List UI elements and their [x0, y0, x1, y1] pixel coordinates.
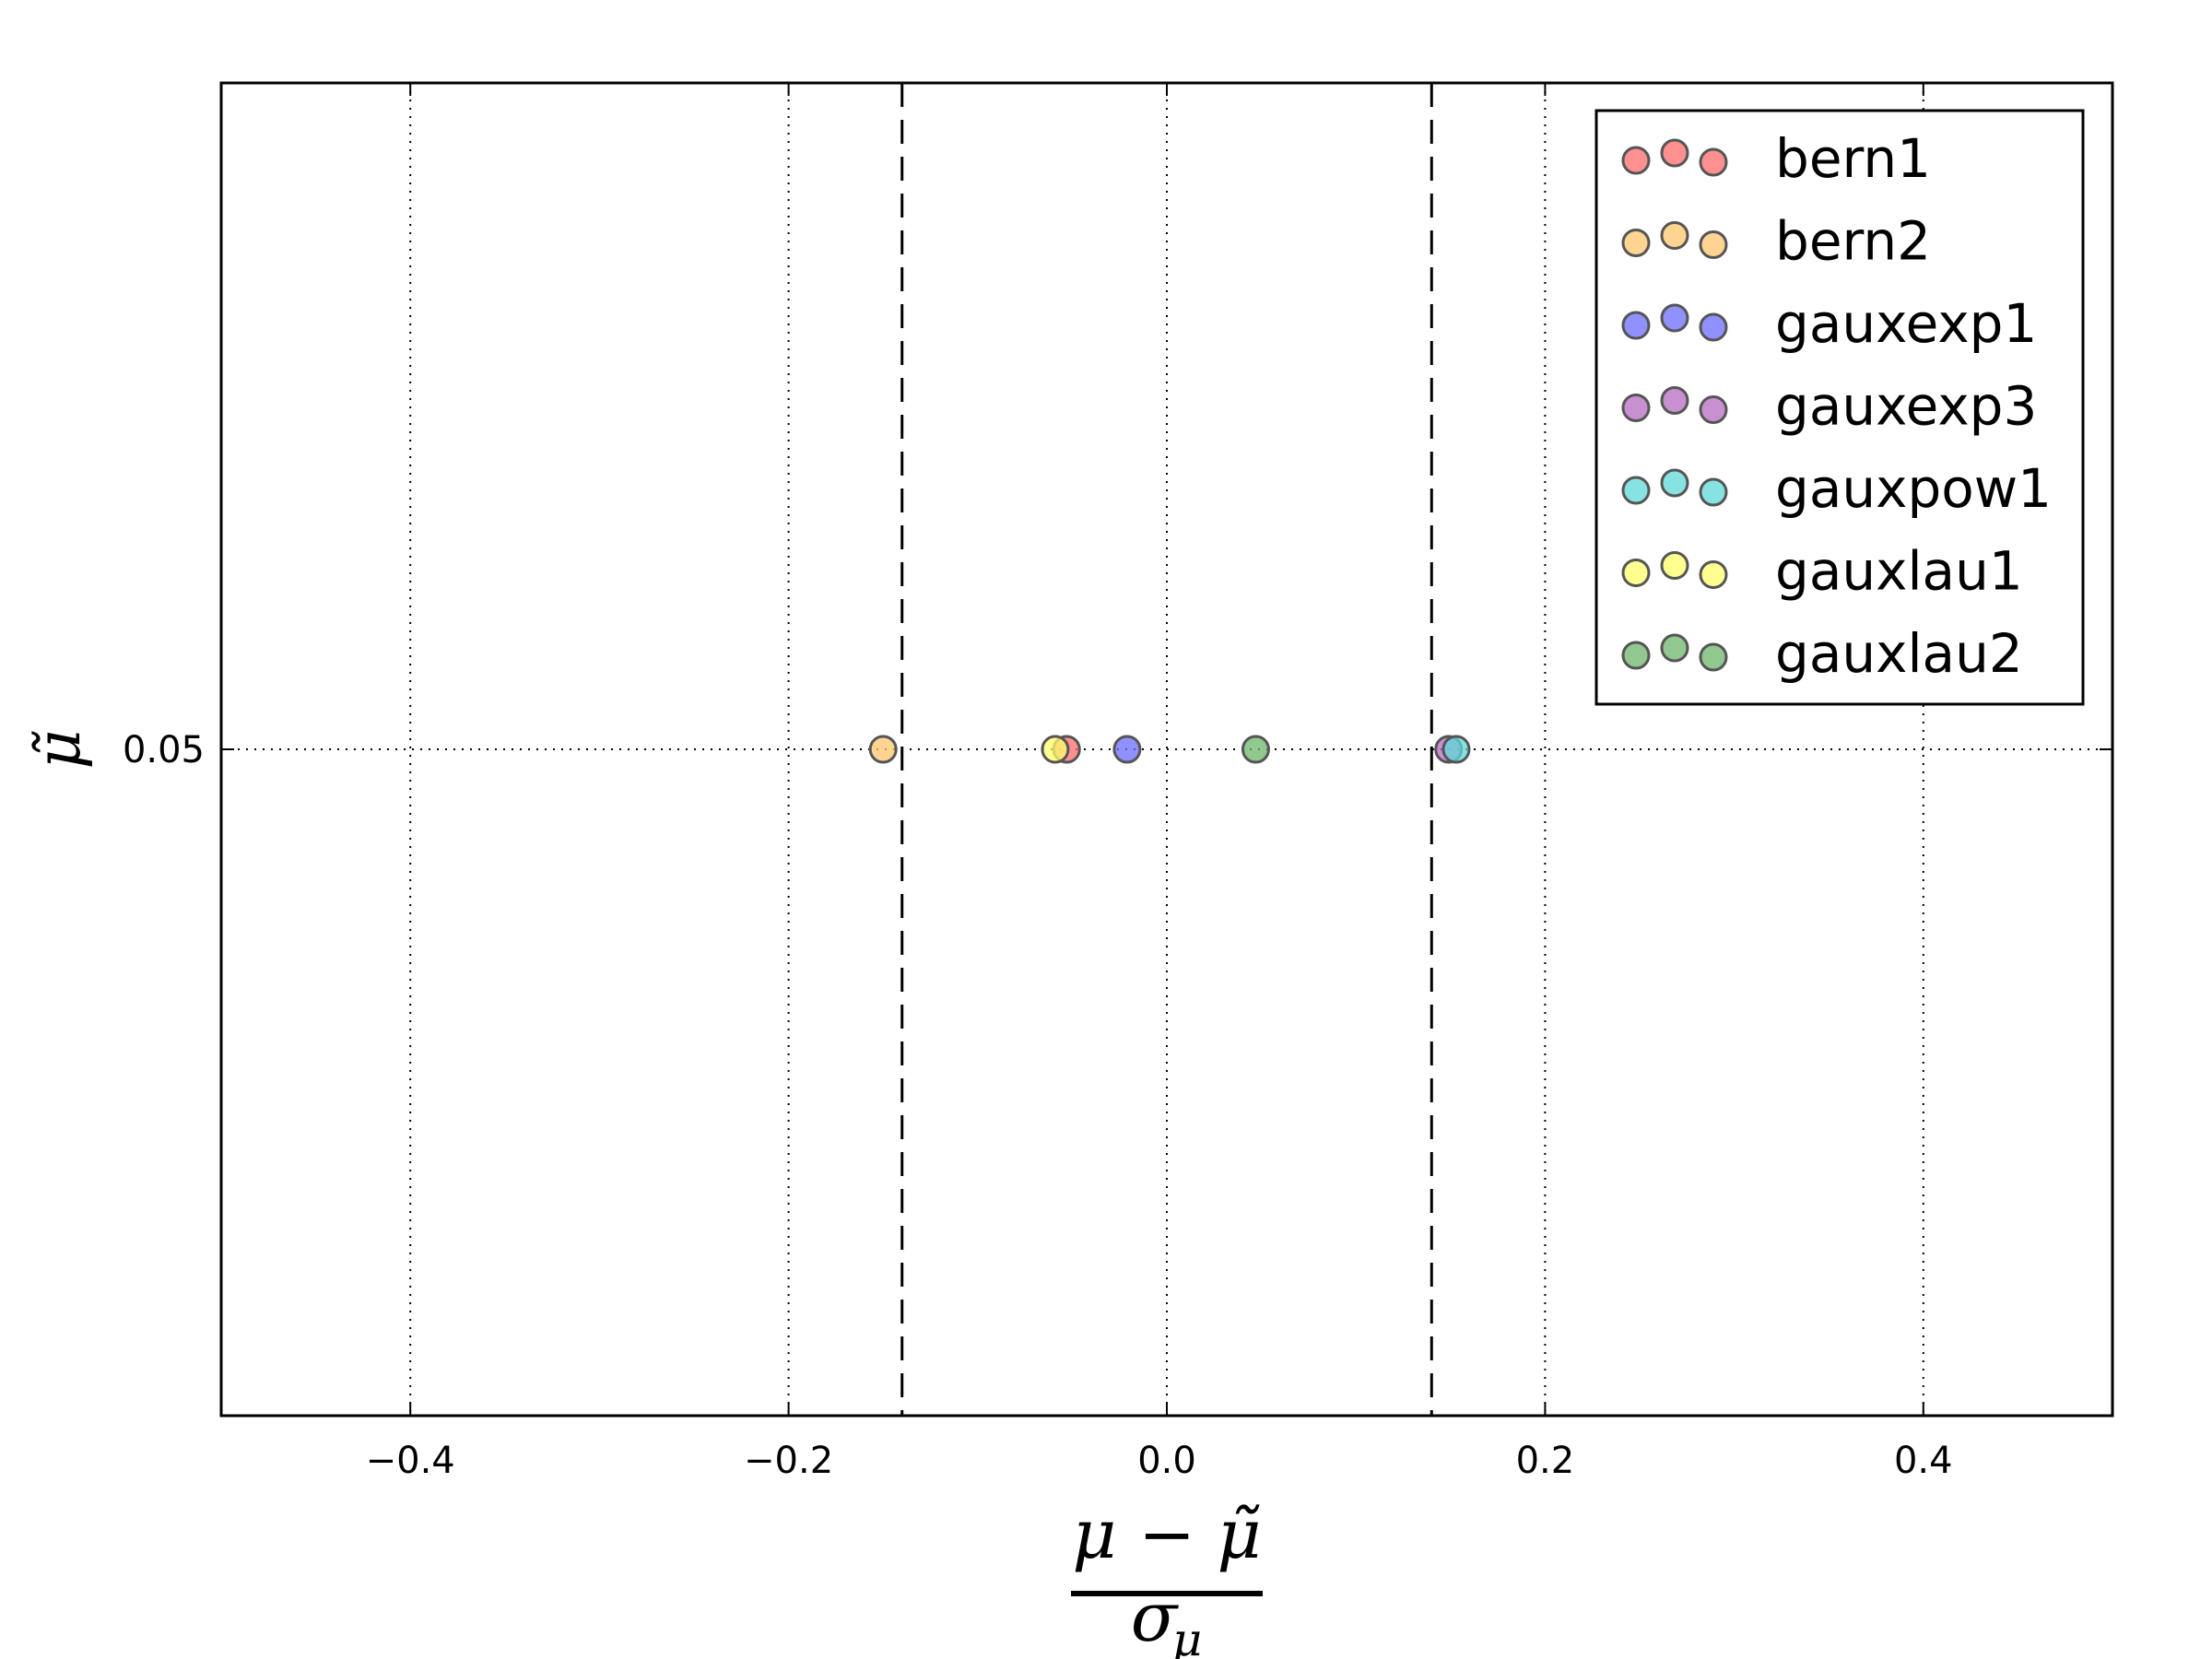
x-tick-label: −0.4: [366, 1440, 455, 1482]
legend-marker: [1660, 468, 1689, 498]
legend-entry-gauxlau2: gauxlau2: [1621, 622, 2023, 685]
reference-lines: [900, 83, 1433, 1416]
legend-label: bern2: [1775, 210, 1931, 273]
x-axis-label-numerator: μ − μ̃: [1072, 1495, 1261, 1574]
y-axis-label: μ̃: [23, 730, 94, 770]
legend-marker: [1699, 395, 1728, 424]
legend-marker: [1621, 641, 1651, 670]
legend-label: gauxlau2: [1775, 622, 2023, 685]
x-tick-label: −0.2: [744, 1440, 833, 1482]
legend-marker: [1660, 221, 1689, 250]
x-tick-label: 0.4: [1894, 1440, 1953, 1482]
legend-label: gauxlau1: [1775, 540, 2023, 603]
grid-lines: [221, 83, 2112, 1416]
data-point-gauxpow1: [1441, 735, 1471, 764]
data-point-bern2: [868, 735, 898, 764]
legend-label: bern1: [1775, 127, 1931, 190]
legend-marker: [1699, 147, 1728, 177]
legend-entry-bern1: bern1: [1621, 127, 1931, 190]
x-axis-label-denominator: σ: [1131, 1578, 1180, 1657]
legend-marker: [1699, 642, 1728, 672]
data-points: [868, 735, 1471, 764]
legend-marker: [1660, 633, 1689, 663]
x-tick-label: 0.0: [1137, 1440, 1196, 1482]
x-axis-label-denominator-subscript: μ: [1172, 1613, 1203, 1659]
legend-marker: [1699, 312, 1728, 342]
legend-marker: [1699, 230, 1728, 259]
legend-marker: [1621, 146, 1651, 175]
y-axis-ticks: 0.05: [123, 729, 2112, 771]
x-axis-label: μ − μ̃ σ μ: [1071, 1495, 1263, 1659]
legend-entry-gauxlau1: gauxlau1: [1621, 540, 2023, 603]
legend: bern1 bern2 gauxexp1 gauxexp3 gauxpow1 gauxla…: [1594, 109, 2085, 706]
legend-marker: [1660, 138, 1689, 168]
legend-marker: [1621, 311, 1651, 340]
legend-label: gauxpow1: [1775, 457, 2052, 520]
legend-entry-gauxpow1: gauxpow1: [1621, 457, 2052, 520]
legend-marker: [1699, 560, 1728, 589]
x-tick-label: 0.2: [1516, 1440, 1575, 1482]
data-point-gauxlau2: [1241, 735, 1270, 764]
legend-label: gauxexp3: [1775, 375, 2037, 438]
legend-label: gauxexp1: [1775, 292, 2037, 355]
data-point-gauxlau1: [1041, 735, 1070, 764]
legend-marker: [1621, 559, 1651, 587]
y-tick-label: 0.05: [123, 729, 205, 771]
data-point-gauxexp1: [1112, 735, 1142, 764]
legend-marker: [1621, 476, 1651, 505]
legend-entry-gauxexp1: gauxexp1: [1621, 292, 2037, 355]
legend-entry-gauxexp3: gauxexp3: [1621, 375, 2037, 438]
legend-marker: [1621, 394, 1651, 422]
legend-marker: [1699, 477, 1728, 507]
legend-marker: [1660, 386, 1689, 415]
legend-marker: [1660, 303, 1689, 333]
x-axis-ticks: −0.4 −0.2 0.0 0.2 0.4: [366, 83, 1953, 1482]
legend-marker: [1621, 229, 1651, 257]
legend-marker: [1660, 551, 1689, 580]
legend-entry-bern2: bern2: [1621, 210, 1931, 273]
